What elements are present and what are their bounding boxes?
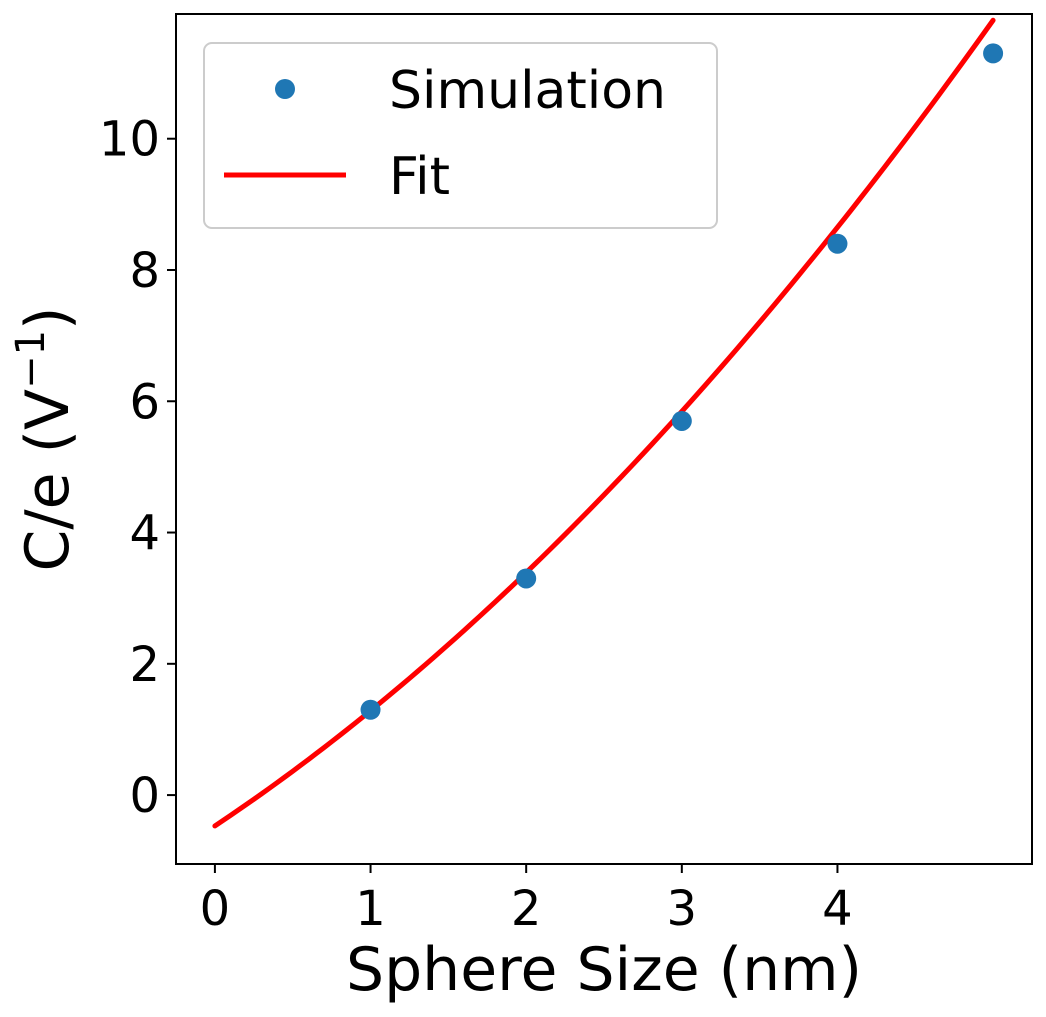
x-axis-label: Sphere Size (nm) (346, 935, 862, 1005)
y-tick-label: 0 (129, 768, 160, 824)
y-axis-label-exponent: −1 (8, 330, 54, 389)
legend-label-fit: Fit (389, 147, 450, 207)
y-tick-label: 8 (129, 243, 160, 299)
simulation-point (360, 699, 381, 720)
plot-frame (175, 13, 1033, 865)
x-ticks: 0 1 2 3 4 (200, 864, 853, 937)
x-tick-label: 4 (822, 881, 853, 937)
x-tick-label: 2 (511, 881, 542, 937)
x-tick-label: 3 (667, 881, 698, 937)
legend-label-simulation: Simulation (389, 61, 666, 121)
legend: Simulation Fit (203, 42, 718, 229)
simulation-point (516, 568, 537, 589)
simulation-point (671, 410, 692, 431)
x-tick-label: 0 (200, 881, 231, 937)
fit-layer (212, 17, 996, 829)
legend-frame (203, 42, 718, 229)
simulation-point (827, 233, 848, 254)
y-tick-label: 10 (99, 112, 160, 168)
legend-marker-simulation (275, 79, 295, 99)
x-tick-label: 1 (355, 881, 386, 937)
y-tick-label: 2 (129, 637, 160, 693)
y-ticks: 0 2 4 6 8 10 (99, 112, 176, 824)
y-tick-label: 6 (129, 374, 160, 430)
y-axis-label: C/e (V−1) (8, 307, 83, 572)
simulation-point (983, 43, 1004, 64)
points-layer (360, 43, 1004, 720)
y-tick-label: 4 (129, 506, 160, 562)
fit-line (212, 17, 996, 829)
